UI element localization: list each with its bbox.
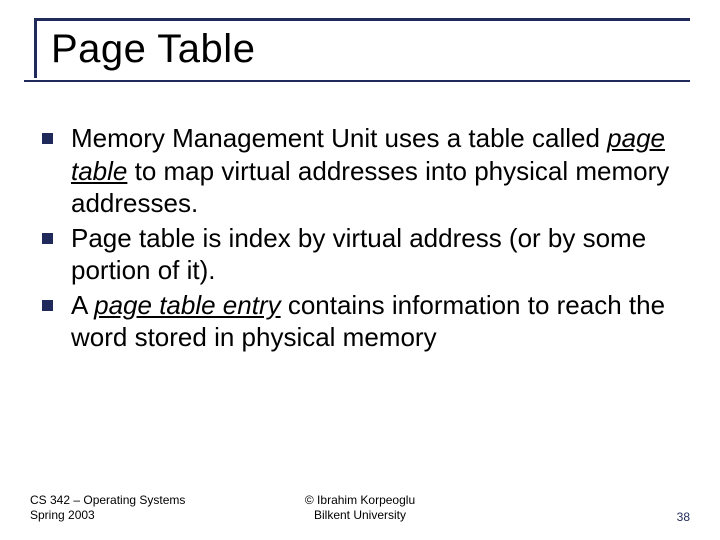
- bullet-text: A page table entry contains information …: [71, 289, 682, 354]
- list-item: Memory Management Unit uses a table call…: [42, 122, 682, 220]
- list-item: Page table is index by virtual address (…: [42, 222, 682, 287]
- footer: CS 342 – Operating Systems Spring 2003 ©…: [30, 493, 690, 524]
- bullet-text: Memory Management Unit uses a table call…: [71, 122, 682, 220]
- text-run: to map virtual addresses into physical m…: [71, 156, 669, 219]
- text-run: Page table is index by virtual address (…: [71, 223, 646, 286]
- title-box: Page Table: [34, 21, 690, 78]
- bullet-text: Page table is index by virtual address (…: [71, 222, 682, 287]
- bullet-icon: [42, 133, 53, 144]
- text-run: A: [71, 290, 94, 320]
- page-number: 38: [677, 510, 690, 524]
- course-code: CS 342 – Operating Systems: [30, 493, 185, 509]
- slide: Page Table Memory Management Unit uses a…: [0, 0, 720, 540]
- bullet-icon: [42, 300, 53, 311]
- institution-line: Bilkent University: [305, 508, 415, 524]
- slide-title: Page Table: [51, 27, 690, 72]
- bullet-icon: [42, 233, 53, 244]
- emphasis-text: page table entry: [94, 290, 280, 320]
- copyright-line: © Ibrahim Korpeoglu: [305, 493, 415, 509]
- footer-center: © Ibrahim Korpeoglu Bilkent University: [305, 493, 415, 524]
- title-rule-bottom: [24, 80, 690, 82]
- title-block: Page Table: [24, 18, 690, 82]
- content-area: Memory Management Unit uses a table call…: [42, 122, 682, 356]
- bullet-list: Memory Management Unit uses a table call…: [42, 122, 682, 354]
- list-item: A page table entry contains information …: [42, 289, 682, 354]
- course-term: Spring 2003: [30, 508, 185, 524]
- text-run: Memory Management Unit uses a table call…: [71, 123, 607, 153]
- footer-left: CS 342 – Operating Systems Spring 2003: [30, 493, 185, 524]
